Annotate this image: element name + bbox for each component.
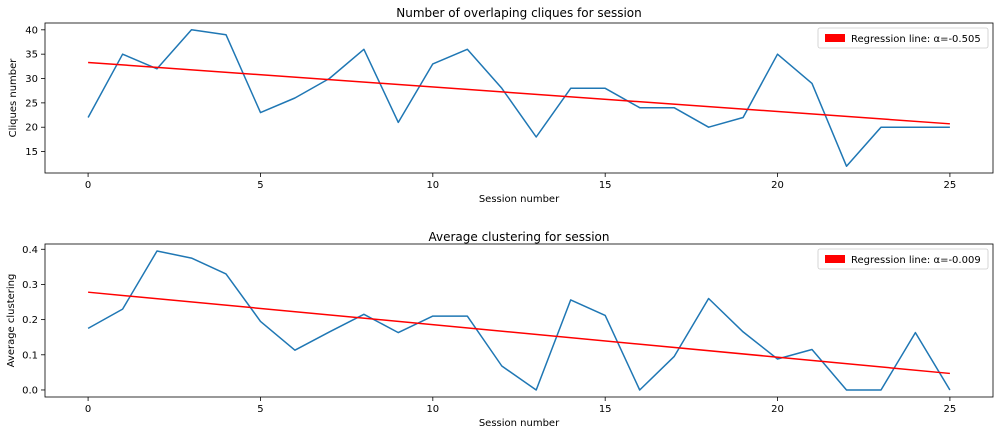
x-tick-label: 0 — [85, 404, 91, 415]
y-tick-label: 35 — [25, 50, 38, 61]
x-tick-label: 25 — [944, 404, 957, 415]
x-tick-label: 15 — [599, 180, 612, 191]
x-tick-label: 10 — [426, 180, 439, 191]
legend-label: Regression line: α=-0.009 — [851, 255, 981, 266]
y-tick-label: 40 — [25, 25, 38, 36]
x-tick-label: 5 — [257, 404, 263, 415]
x-tick-label: 0 — [85, 180, 91, 191]
x-axis-label: Session number — [479, 418, 560, 429]
axes-frame — [44, 243, 994, 398]
legend-swatch — [825, 34, 845, 42]
x-tick-label: 5 — [257, 180, 263, 191]
x-tick-label: 20 — [771, 404, 784, 415]
y-tick-label: 0.4 — [22, 245, 38, 256]
legend: Regression line: α=-0.505 — [817, 27, 989, 49]
legend-label: Regression line: α=-0.505 — [851, 34, 981, 45]
legend-box — [817, 27, 989, 49]
x-axis-label: Session number — [479, 194, 560, 205]
series-line — [87, 29, 950, 167]
legend: Regression line: α=-0.009 — [817, 248, 989, 270]
regression-line — [88, 291, 950, 375]
y-tick-label: 0.1 — [22, 350, 38, 361]
legend-swatch — [825, 255, 845, 263]
y-tick-label: 0.0 — [22, 385, 38, 396]
x-tick-label: 20 — [771, 180, 784, 191]
clustering-chart: Average clustering for session 0 5 10 15 20 25… — [6, 230, 994, 429]
y-axis-label: Cliques number — [8, 58, 19, 138]
y-axis-label: Average clustering — [6, 274, 17, 368]
x-tick-label: 25 — [944, 180, 957, 191]
chart-title: Number of overlaping cliques for session — [396, 6, 642, 20]
x-tick-label: 15 — [599, 404, 612, 415]
y-tick-label: 15 — [25, 147, 38, 158]
y-tick-label: 25 — [25, 98, 38, 109]
x-tick-label: 10 — [426, 404, 439, 415]
legend-box — [817, 248, 989, 270]
y-tick-label: 0.3 — [22, 280, 38, 291]
axes-frame — [44, 22, 994, 174]
regression-line — [88, 61, 950, 125]
y-tick-label: 30 — [25, 74, 38, 85]
series-line — [87, 250, 951, 391]
y-tick-label: 20 — [25, 123, 38, 134]
cliques-chart: Number of overlaping cliques for session… — [8, 6, 994, 205]
chart-title: Average clustering for session — [428, 230, 609, 244]
y-tick-label: 0.2 — [22, 315, 38, 326]
